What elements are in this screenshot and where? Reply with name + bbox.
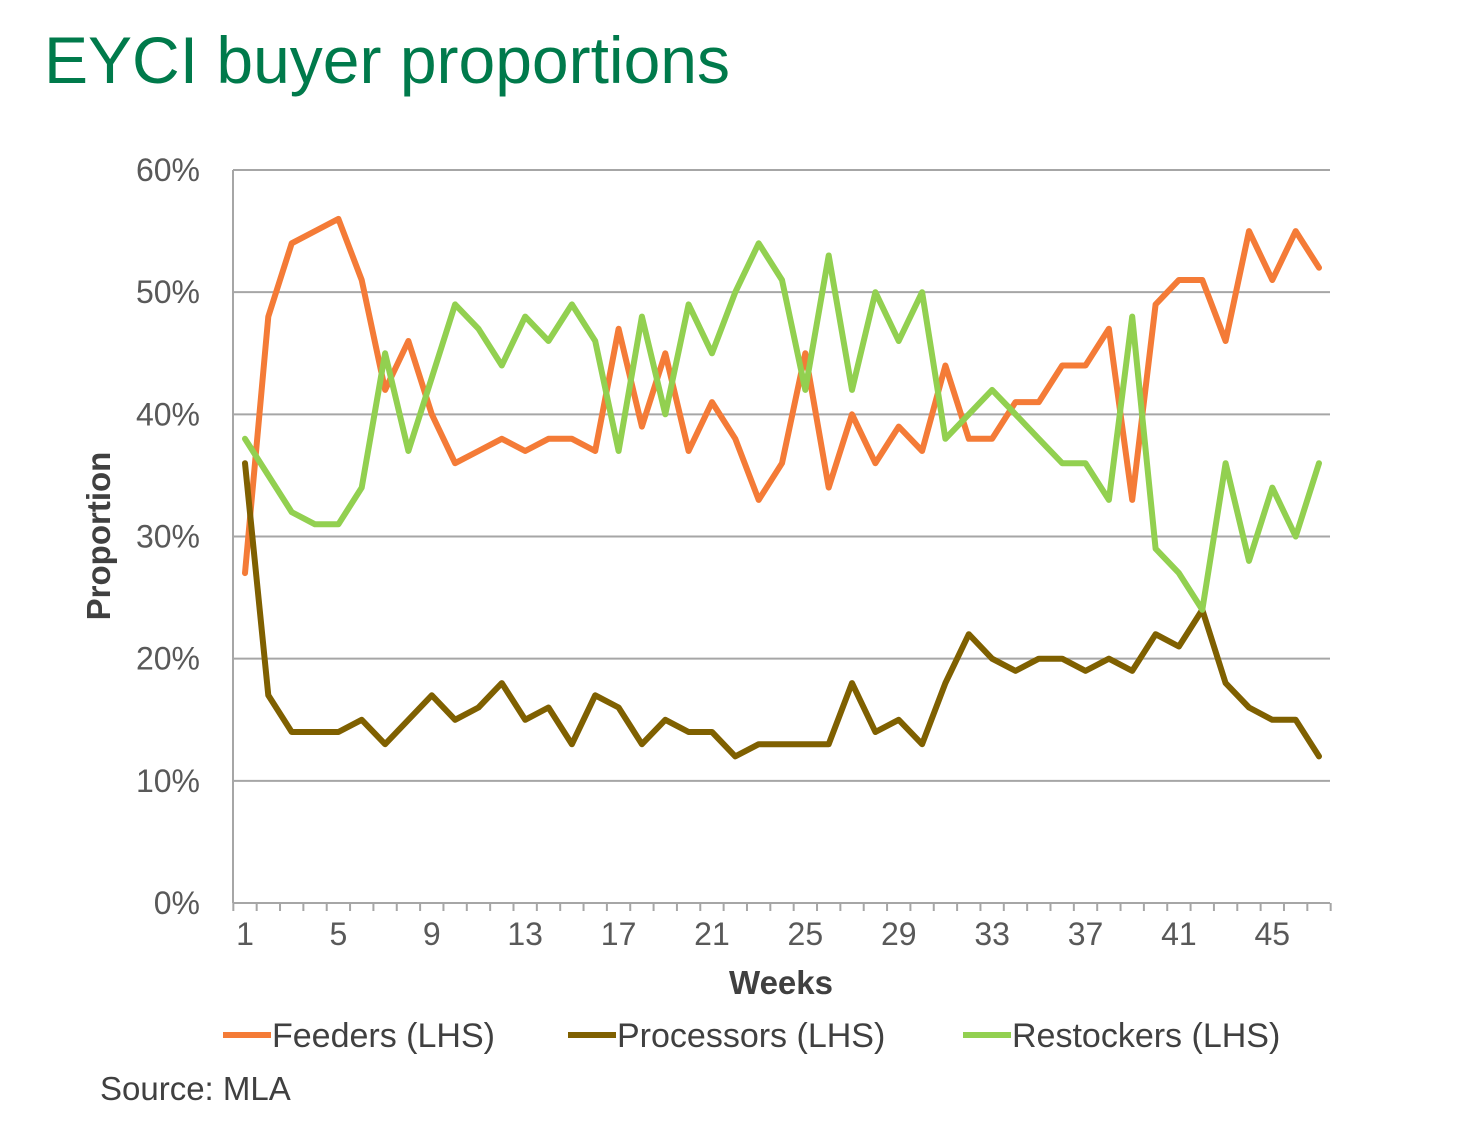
slide-title: EYCI buyer proportions [44, 23, 731, 97]
x-tick-label: 41 [1161, 916, 1197, 952]
x-tick-label: 13 [507, 916, 543, 952]
series-lines [242, 215, 1322, 760]
x-tick-label: 45 [1255, 916, 1291, 952]
y-tick-label: 50% [136, 274, 200, 310]
y-tick-label: 60% [136, 152, 200, 188]
x-tick-label: 37 [1068, 916, 1104, 952]
y-axis-title: Proportion [80, 452, 117, 621]
x-tick-label: 33 [974, 916, 1010, 952]
y-tick-label: 0% [154, 885, 200, 921]
series-line-processors [242, 460, 1322, 760]
x-tick-label: 1 [236, 916, 254, 952]
x-tick-label: 17 [601, 916, 637, 952]
x-axis-tick-labels: 1 5 9 13 17 21 25 29 33 37 41 45 [236, 916, 1290, 952]
y-tick-label: 40% [136, 396, 200, 432]
y-tick-label: 10% [136, 763, 200, 799]
legend-item-restockers: Restockers (LHS) [963, 1017, 1280, 1055]
y-axis-tick-labels: 0% 10% 20% 30% 40% 50% 60% [136, 152, 200, 921]
x-tick-label: 21 [694, 916, 730, 952]
x-tick-label: 25 [788, 916, 824, 952]
legend-label: Feeders (LHS) [272, 1017, 495, 1055]
legend-label: Processors (LHS) [617, 1017, 885, 1055]
legend-label: Restockers (LHS) [1012, 1017, 1280, 1055]
x-tick-label: 29 [881, 916, 917, 952]
x-axis-title: Weeks [729, 964, 833, 1001]
source-note: Source: MLA [100, 1070, 291, 1107]
legend: Feeders (LHS) Processors (LHS) Restockers … [223, 1017, 1280, 1055]
series-line-restockers [242, 240, 1322, 613]
legend-item-processors: Processors (LHS) [568, 1017, 885, 1055]
x-tick-label: 9 [423, 916, 441, 952]
axes [232, 170, 1332, 911]
legend-item-feeders: Feeders (LHS) [223, 1017, 495, 1055]
y-tick-label: 20% [136, 641, 200, 677]
y-tick-label: 30% [136, 519, 200, 555]
series-line-feeders [242, 215, 1322, 577]
gridlines [233, 169, 1330, 782]
x-tick-label: 5 [329, 916, 347, 952]
